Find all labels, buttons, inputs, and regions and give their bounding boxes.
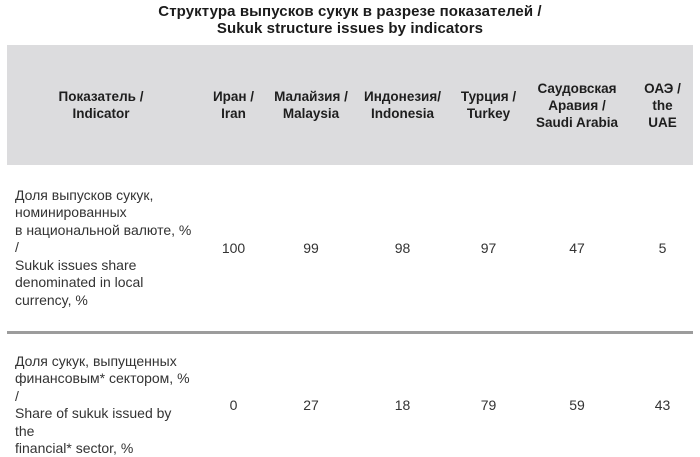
column-header-iran: Иран / Iran xyxy=(195,45,272,165)
cell-saudi-arabia: 47 xyxy=(522,165,632,334)
column-header-indonesia: Индонезия/ Indonesia xyxy=(350,45,455,165)
sukuk-structure-table: Показатель / Indicator Иран / Iran Малай… xyxy=(7,45,693,457)
row-indicator-label: Доля выпусков сукук, номинированных в на… xyxy=(7,165,195,334)
cell-iran: 0 xyxy=(229,397,238,414)
cell-turkey: 97 xyxy=(455,165,522,334)
column-header-uae: ОАЭ / the UAE xyxy=(632,45,693,165)
column-header-malaysia: Малайзия / Malaysia xyxy=(272,45,350,165)
cell-turkey: 79 xyxy=(480,397,497,414)
cell-indonesia: 18 xyxy=(394,397,411,414)
column-header-saudi-arabia: Саудовская Аравия / Saudi Arabia xyxy=(522,45,632,165)
column-header-indicator: Показатель / Indicator xyxy=(7,45,195,165)
cell-saudi-arabia: 59 xyxy=(569,397,585,414)
table-row-local-currency-share: Доля выпусков сукук, номинированных в на… xyxy=(7,165,693,334)
cell-indonesia: 98 xyxy=(350,165,455,334)
table-caption-ru: Структура выпусков сукук в разрезе показ… xyxy=(158,3,542,20)
cell-malaysia: 27 xyxy=(303,397,319,414)
cell-uae: 43 xyxy=(654,397,671,414)
row-indicator-label: Доля сукук, выпущенных финансовым* секто… xyxy=(15,352,190,457)
table-row-financial-sector-share: Доля сукук, выпущенных финансовым* секто… xyxy=(7,332,693,457)
column-header-turkey: Турция / Turkey xyxy=(455,45,522,165)
cell-uae: 5 xyxy=(632,165,693,334)
cell-malaysia: 99 xyxy=(272,165,350,334)
table-caption-en: Sukuk structure issues by indicators xyxy=(216,20,484,37)
table-caption: Структура выпусков сукук в разрезе показ… xyxy=(0,0,700,37)
header-row: Показатель / Indicator Иран / Iran Малай… xyxy=(7,45,693,165)
cell-iran: 100 xyxy=(195,165,272,334)
